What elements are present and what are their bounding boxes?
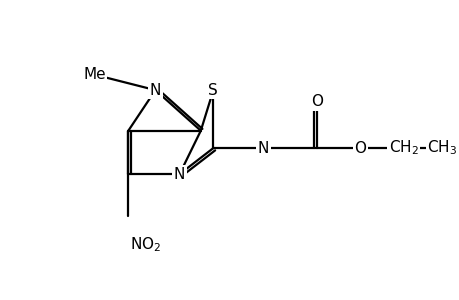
- Text: O: O: [353, 141, 365, 156]
- Text: N: N: [257, 141, 269, 156]
- Text: Me: Me: [83, 67, 106, 82]
- Text: $\mathregular{CH_3}$: $\mathregular{CH_3}$: [426, 139, 456, 158]
- Text: S: S: [208, 82, 218, 98]
- Text: N: N: [149, 82, 161, 98]
- Text: N: N: [174, 167, 185, 182]
- Text: O: O: [310, 94, 322, 109]
- Text: $\mathregular{CH_2}$: $\mathregular{CH_2}$: [388, 139, 418, 158]
- Text: $\mathregular{NO_2}$: $\mathregular{NO_2}$: [130, 235, 161, 254]
